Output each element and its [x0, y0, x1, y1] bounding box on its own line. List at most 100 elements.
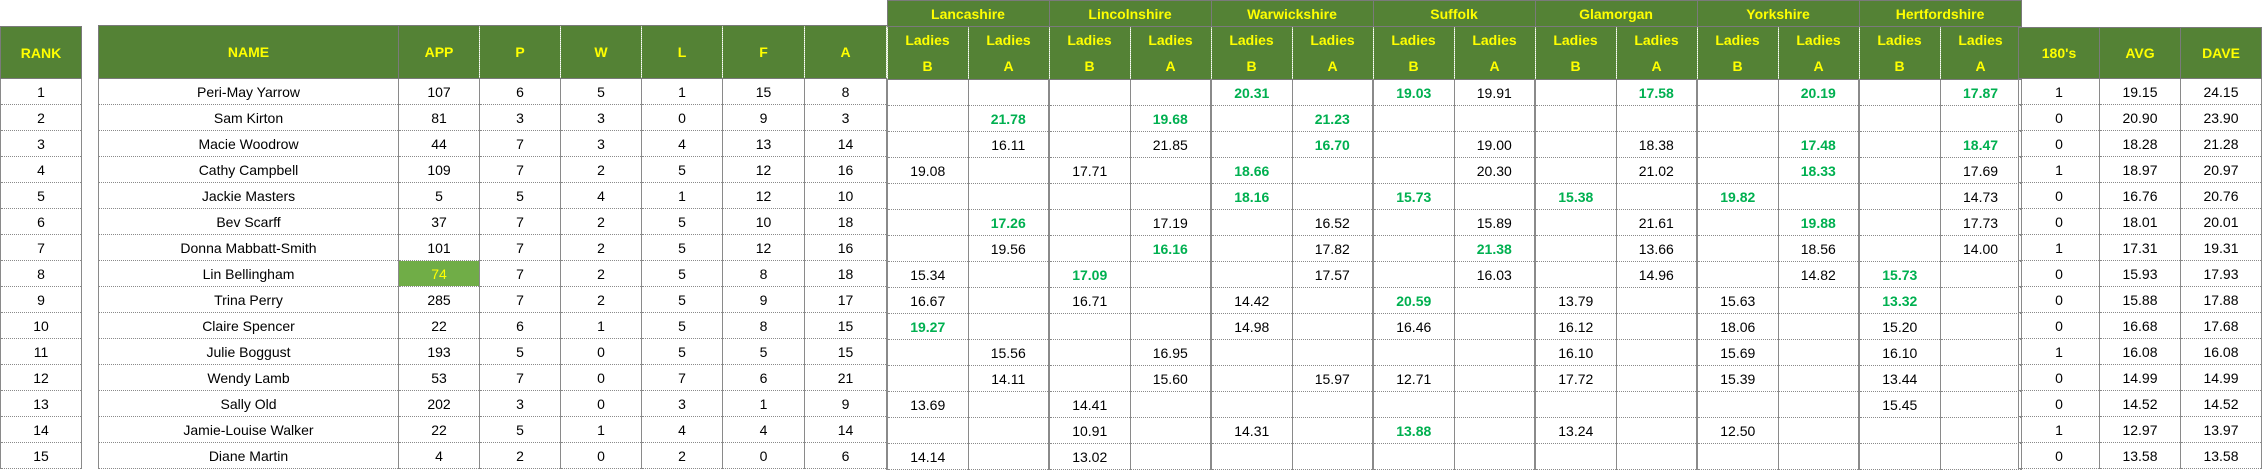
score-cell [1615, 443, 1698, 470]
dave-cell: 20.76 [2180, 182, 2262, 209]
score-cell [1534, 261, 1617, 288]
team-header[interactable]: Ladies A [1615, 26, 1698, 80]
score-cell [1129, 157, 1212, 184]
team-header[interactable]: Ladies B [1534, 26, 1617, 80]
score-cell [967, 79, 1050, 106]
avg-cell: 16.68 [2099, 312, 2181, 339]
county-header: Hertfordshire [1858, 0, 2022, 27]
ladies-label: Ladies [1796, 32, 1841, 48]
table-row: 0 16.68 17.68 [2018, 312, 2262, 339]
score-cell [1129, 183, 1212, 210]
name-header[interactable]: NAME [98, 25, 399, 79]
team-header[interactable]: Ladies B [1696, 26, 1779, 80]
score-cell [1210, 131, 1293, 158]
team-header[interactable]: Ladies A [967, 26, 1050, 80]
score-cell [1291, 157, 1374, 184]
p-header[interactable]: P [479, 25, 561, 79]
dave-cell: 13.58 [2180, 442, 2262, 469]
team-label: A [1975, 58, 1986, 74]
f-header[interactable]: F [722, 25, 805, 79]
score-cell: 19.08 [886, 157, 969, 184]
table-row: Trina Perry 285 7 2 5 9 17 [98, 286, 887, 313]
table-row: Jamie-Louise Walker 22 5 1 4 4 14 [98, 416, 887, 443]
table-row: Donna Mabbatt-Smith 101 7 2 5 12 16 [98, 234, 887, 261]
table-row: 0 14.52 14.52 [2018, 390, 2262, 417]
p-cell: 7 [479, 234, 561, 261]
score-cell [1615, 313, 1698, 340]
score-cell [1939, 105, 2022, 132]
dave-cell: 17.88 [2180, 286, 2262, 313]
score-cell: 18.33 [1777, 157, 1860, 184]
ladies-label: Ladies [1229, 32, 1274, 48]
table-row: 20.31 19.03 19.91 17.58 20.19 17.87 [886, 79, 2022, 106]
score-cell [1048, 131, 1131, 158]
score-cell: 13.32 [1858, 287, 1941, 314]
one-eighties-header[interactable]: 180's [2018, 27, 2100, 79]
score-cell: 21.02 [1615, 157, 1698, 184]
app-cell: 101 [398, 234, 480, 261]
score-cell: 17.48 [1777, 131, 1860, 158]
table-row: Jackie Masters 5 5 4 1 12 10 [98, 182, 887, 209]
avg-cell: 12.97 [2099, 416, 2181, 443]
table-row: 3 [0, 130, 82, 157]
score-cell [1372, 261, 1455, 288]
l-header[interactable]: L [641, 25, 723, 79]
team-header[interactable]: Ladies A [1939, 26, 2022, 80]
score-cell [1048, 183, 1131, 210]
table-row: 14.11 15.60 15.97 12.71 17.72 15.39 13.44 [886, 365, 2022, 392]
dave-cell: 19.31 [2180, 234, 2262, 261]
avg-cell: 19.15 [2099, 78, 2181, 105]
score-cell [1696, 235, 1779, 262]
table-row: Claire Spencer 22 6 1 5 8 15 [98, 312, 887, 339]
app-cell: 5 [398, 182, 480, 209]
w-cell: 0 [560, 390, 642, 417]
score-cell [1615, 417, 1698, 444]
w-header[interactable]: W [560, 25, 642, 79]
table-row: 13 [0, 390, 82, 417]
a-cell: 14 [804, 416, 887, 443]
score-cell: 18.06 [1696, 313, 1779, 340]
score-cell [1129, 417, 1212, 444]
l-cell: 2 [641, 442, 723, 469]
rank-cell: 11 [0, 338, 82, 365]
app-cell: 22 [398, 312, 480, 339]
team-header[interactable]: Ladies B [1372, 26, 1455, 80]
score-cell: 13.79 [1534, 287, 1617, 314]
team-header[interactable]: Ladies A [1777, 26, 1860, 80]
dave-cell: 17.68 [2180, 312, 2262, 339]
team-header[interactable]: Ladies B [886, 26, 969, 80]
team-header[interactable]: Ladies A [1453, 26, 1536, 80]
score-cell [1291, 339, 1374, 366]
team-header[interactable]: Ladies B [1210, 26, 1293, 80]
dave-cell: 13.97 [2180, 416, 2262, 443]
one-eighties-cell: 1 [2018, 416, 2100, 443]
one-eighties-cell: 0 [2018, 442, 2100, 469]
rank-cell: 1 [0, 78, 82, 105]
ladies-label: Ladies [1715, 32, 1760, 48]
score-cell [1534, 131, 1617, 158]
app-cell: 109 [398, 156, 480, 183]
team-header[interactable]: Ladies A [1129, 26, 1212, 80]
score-cell: 16.12 [1534, 313, 1617, 340]
table-row: 1 19.15 24.15 [2018, 78, 2262, 105]
team-header[interactable]: Ladies A [1291, 26, 1374, 80]
w-cell: 2 [560, 208, 642, 235]
score-cell: 15.38 [1534, 183, 1617, 210]
dave-cell: 23.90 [2180, 104, 2262, 131]
score-cell: 15.73 [1372, 183, 1455, 210]
avg-header[interactable]: AVG [2099, 27, 2181, 79]
table-row: 4 [0, 156, 82, 183]
table-row: 5 [0, 182, 82, 209]
w-cell: 3 [560, 130, 642, 157]
team-header[interactable]: Ladies B [1048, 26, 1131, 80]
score-cell [1210, 235, 1293, 262]
score-cell [1291, 183, 1374, 210]
app-header[interactable]: APP [398, 25, 480, 79]
rank-cell: 5 [0, 182, 82, 209]
score-cell: 13.24 [1534, 417, 1617, 444]
score-cell: 18.38 [1615, 131, 1698, 158]
team-header[interactable]: Ladies B [1858, 26, 1941, 80]
a-header[interactable]: A [804, 25, 887, 79]
score-cell: 12.50 [1696, 417, 1779, 444]
dave-header[interactable]: DAVE [2180, 27, 2262, 79]
